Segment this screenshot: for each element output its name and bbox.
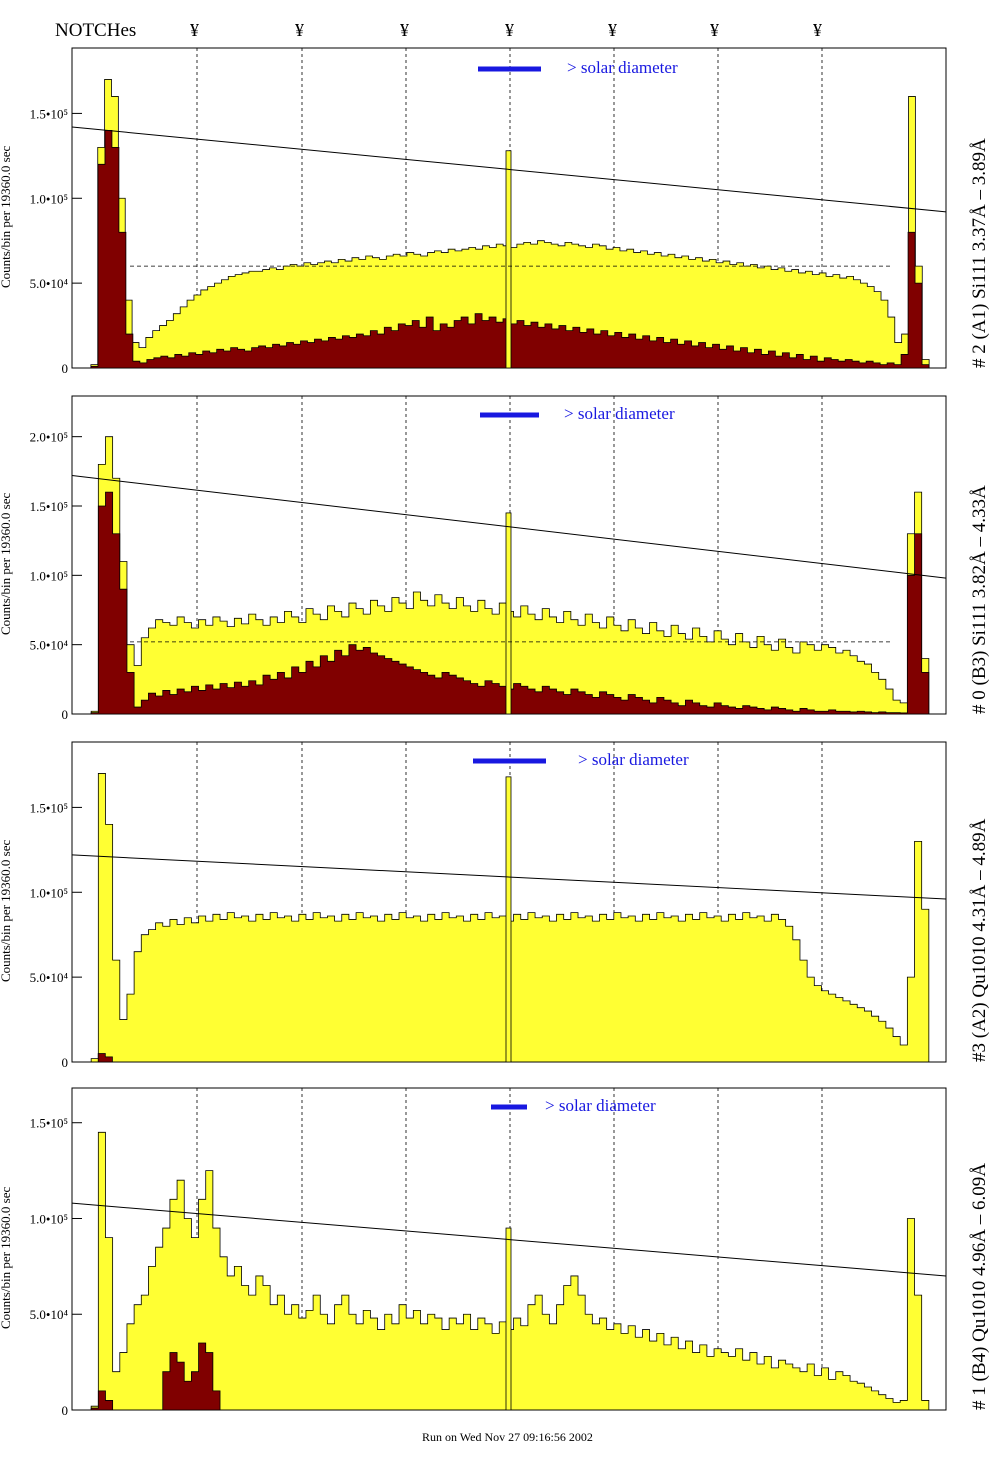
y-tick-label: 0: [62, 1403, 69, 1418]
panel-right-label: # 1 (B4) Qu1010 4.96Å – 6.09Å: [969, 1163, 990, 1410]
y-axis-label: Counts/bin per 19360.0 sec: [0, 493, 13, 635]
notch-marker: ¥: [608, 20, 617, 40]
y-tick-label: 0: [62, 361, 69, 376]
y-tick-label: 5.0•10⁴: [30, 970, 69, 985]
y-tick-label: 1.5•10⁵: [30, 800, 68, 815]
notch-marker: ¥: [505, 20, 514, 40]
y-tick-label: 1.0•10⁵: [30, 1211, 68, 1226]
solar-diameter-label: > solar diameter: [578, 750, 689, 769]
solar-diameter-label: > solar diameter: [567, 58, 678, 77]
y-tick-label: 2.0•10⁵: [30, 430, 68, 445]
fit-line: [71, 474, 947, 579]
center-spike: [505, 512, 512, 715]
y-axis-label: Counts/bin per 19360.0 sec: [0, 1187, 13, 1329]
y-tick-label: 0: [62, 1055, 69, 1070]
total-counts-histogram: [84, 436, 936, 715]
notch-marker: ¥: [813, 20, 822, 40]
total-counts-histogram: [84, 1131, 936, 1411]
fit-line: [71, 126, 947, 213]
y-tick-label: 1.0•10⁵: [30, 568, 68, 583]
component-counts-histogram: [84, 1053, 936, 1063]
y-tick-label: 1.0•10⁵: [30, 885, 68, 900]
y-tick-label: 1.0•10⁵: [30, 191, 68, 206]
fit-line: [71, 1202, 947, 1277]
notch-marker: ¥: [400, 20, 409, 40]
y-axis-label: Counts/bin per 19360.0 sec: [0, 146, 13, 288]
y-tick-label: 1.5•10⁵: [30, 106, 68, 121]
solar-diameter-label: > solar diameter: [564, 404, 675, 423]
center-spike: [505, 150, 512, 369]
y-tick-label: 5.0•10⁴: [30, 638, 69, 653]
component-counts-histogram: [84, 1342, 936, 1411]
notch-marker: ¥: [190, 20, 199, 40]
notch-marker: ¥: [710, 20, 719, 40]
run-timestamp: Run on Wed Nov 27 09:16:56 2002: [422, 1430, 593, 1444]
y-tick-label: 0: [62, 707, 69, 722]
panel-right-label: # 2 (A1) Si111 3.37Å – 3.89Å: [969, 138, 990, 368]
center-spike: [505, 776, 512, 1063]
y-tick-label: 1.5•10⁵: [30, 499, 68, 514]
panel-right-label: # 0 (B3) Si111 3.82Å – 4.33Å: [969, 485, 990, 714]
total-counts-histogram: [84, 79, 936, 369]
y-tick-label: 5.0•10⁴: [30, 1307, 69, 1322]
fit-line: [71, 854, 947, 900]
y-tick-label: 5.0•10⁴: [30, 276, 69, 291]
solar-diameter-label: > solar diameter: [545, 1096, 656, 1115]
notch-marker: ¥: [295, 20, 304, 40]
panel-right-label: #3 (A2) Qu1010 4.31Å – 4.89Å: [969, 818, 990, 1062]
y-axis-label: Counts/bin per 19360.0 sec: [0, 840, 13, 982]
notches-title: NOTCHes: [55, 20, 137, 41]
center-spike: [505, 1227, 512, 1411]
y-tick-label: 1.5•10⁵: [30, 1116, 68, 1131]
total-counts-histogram: [84, 773, 936, 1063]
